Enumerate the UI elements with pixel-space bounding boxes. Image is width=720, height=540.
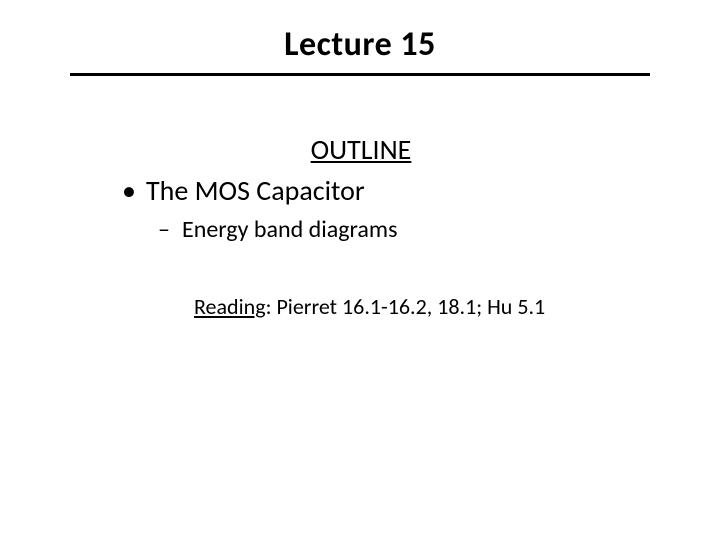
content-area: OUTLINE The MOS Capacitor Energy band di… (60, 132, 660, 320)
lecture-title: Lecture 15 (70, 24, 650, 65)
title-block: Lecture 15 (70, 20, 650, 76)
reading-line: Reading: Pierret 16.1-16.2, 18.1; Hu 5.1 (122, 293, 660, 320)
bullet-list: The MOS Capacitor Energy band diagrams (122, 173, 660, 245)
reading-label: Reading (194, 293, 266, 320)
reading-text: : Pierret 16.1-16.2, 18.1; Hu 5.1 (266, 293, 546, 320)
bullet-level1: The MOS Capacitor (122, 173, 660, 208)
outline-heading: OUTLINE (62, 132, 660, 167)
slide: Lecture 15 OUTLINE The MOS Capacitor Ene… (0, 0, 720, 540)
bullet-level2: Energy band diagrams (158, 214, 660, 245)
